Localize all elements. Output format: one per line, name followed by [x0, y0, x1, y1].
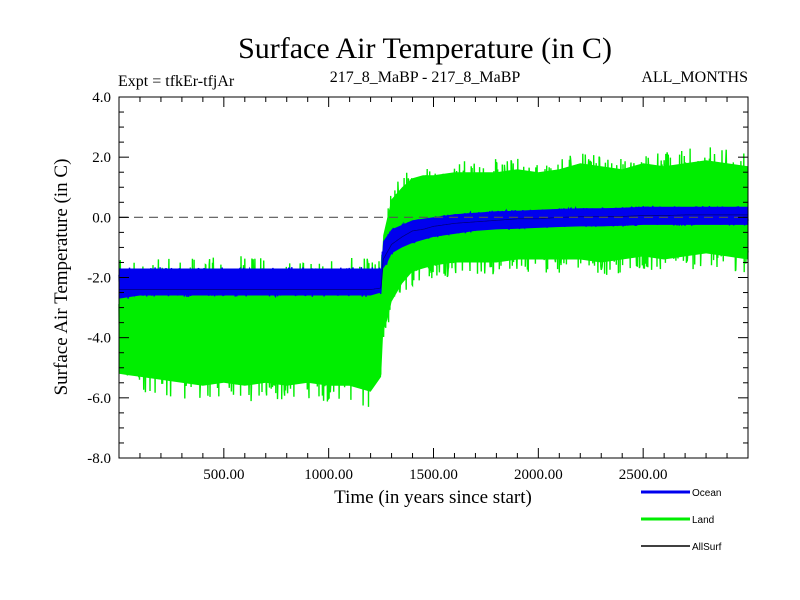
y-tick-label: 4.0 [92, 90, 111, 106]
x-axis-label: Time (in years since start) [334, 487, 532, 508]
ticks-layer: 500.00 1000.00 1500.00 2000.00 2500.00 -8.0 -6… [87, 90, 748, 483]
series-layer [118, 147, 749, 407]
y-tick-label: -8.0 [87, 451, 111, 467]
y-tick-label: 0.0 [92, 210, 111, 226]
legend-label-allsurf: AllSurf [692, 542, 722, 553]
y-tick-label: -2.0 [87, 271, 111, 287]
allsurf-line [119, 214, 748, 290]
experiment-label: Expt = tfkEr-tfjAr [118, 73, 235, 90]
period-label: 217_8_MaBP - 217_8_MaBP [330, 69, 521, 86]
y-tick-label: -4.0 [87, 331, 111, 347]
x-tick-label: 2500.00 [619, 467, 668, 483]
plot-area: 500.00 1000.00 1500.00 2000.00 2500.00 -8.0 -6… [87, 90, 749, 483]
y-tick-label: 2.0 [92, 150, 111, 166]
legend: Ocean Land AllSurf [641, 488, 722, 553]
x-tick-label: 500.00 [203, 467, 244, 483]
x-tick-label: 2000.00 [514, 467, 563, 483]
y-axis-label: Surface Air Temperature (in C) [51, 159, 72, 396]
x-tick-label: 1000.00 [304, 467, 353, 483]
legend-label-ocean: Ocean [692, 488, 721, 499]
y-tick-label: -6.0 [87, 391, 111, 407]
x-tick-label: 1500.00 [409, 467, 458, 483]
chart-title: Surface Air Temperature (in C) [238, 32, 612, 65]
legend-label-land: Land [692, 515, 714, 526]
months-label: ALL_MONTHS [641, 69, 748, 86]
ocean-line [118, 205, 749, 299]
